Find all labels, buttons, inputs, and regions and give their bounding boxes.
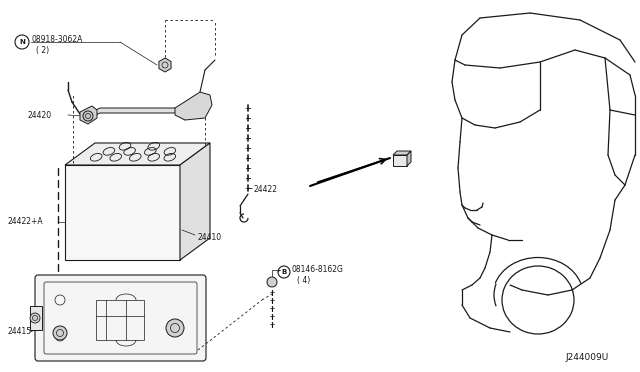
Polygon shape <box>65 165 180 260</box>
Polygon shape <box>175 92 212 120</box>
Polygon shape <box>85 108 185 120</box>
Text: 24415: 24415 <box>8 327 32 337</box>
Circle shape <box>53 326 67 340</box>
Text: 24420: 24420 <box>28 110 52 119</box>
Circle shape <box>30 313 40 323</box>
Polygon shape <box>407 151 411 166</box>
Bar <box>30 306 42 330</box>
Polygon shape <box>393 151 411 155</box>
Bar <box>393 155 407 166</box>
Text: 24410: 24410 <box>197 232 221 241</box>
Text: N: N <box>19 39 25 45</box>
Bar <box>96 300 144 340</box>
FancyBboxPatch shape <box>35 275 206 361</box>
Circle shape <box>267 277 277 287</box>
Text: 08918-3062A: 08918-3062A <box>31 35 83 45</box>
Polygon shape <box>180 143 210 260</box>
Text: 08146-8162G: 08146-8162G <box>292 266 344 275</box>
Circle shape <box>83 111 93 121</box>
Text: 24422: 24422 <box>254 186 278 195</box>
Polygon shape <box>80 106 97 124</box>
Text: 24422+A: 24422+A <box>8 218 44 227</box>
Circle shape <box>166 319 184 337</box>
Text: B: B <box>282 269 287 275</box>
Text: J244009U: J244009U <box>565 353 608 362</box>
Polygon shape <box>65 143 210 165</box>
Text: ( 2): ( 2) <box>36 45 49 55</box>
Text: ( 4): ( 4) <box>297 276 310 285</box>
